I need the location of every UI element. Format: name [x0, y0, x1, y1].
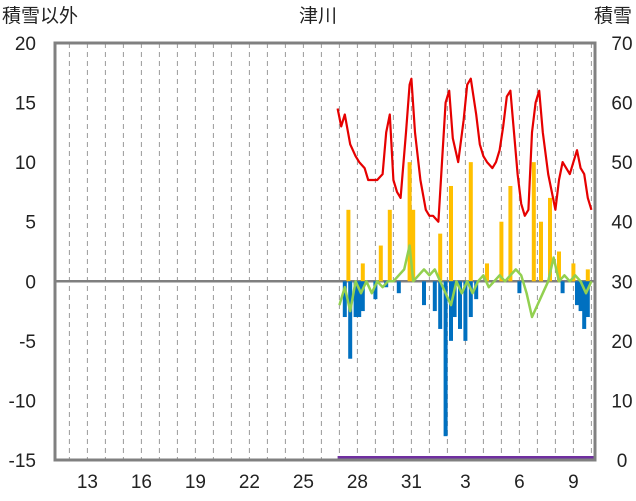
- right-tick-label: 50: [611, 153, 632, 174]
- bar: [422, 281, 426, 306]
- bar: [531, 162, 536, 282]
- bar: [353, 281, 358, 318]
- bar: [458, 281, 462, 329]
- left-tick-label: -5: [19, 332, 36, 353]
- bar: [485, 263, 489, 282]
- bar: [346, 209, 351, 282]
- left-axis-label: 積雪以外: [2, 5, 78, 27]
- right-tick-label: 10: [611, 391, 632, 412]
- bar: [432, 281, 437, 312]
- bar: [452, 281, 457, 318]
- right-tick-label: 0: [617, 451, 628, 472]
- x-ticks: 13 16 19 22 25 28 31 3 6 9: [77, 472, 579, 493]
- bar: [578, 281, 583, 312]
- bar: [360, 281, 365, 312]
- bar: [443, 281, 448, 437]
- x-tick-label: 28: [347, 472, 368, 493]
- right-tick-label: 40: [611, 213, 632, 234]
- x-tick-label: 25: [293, 472, 314, 493]
- bar: [548, 197, 552, 282]
- left-tick-label: 10: [15, 153, 36, 174]
- right-axis-label: 積雪: [594, 5, 632, 27]
- bar: [474, 281, 479, 300]
- bar: [378, 245, 383, 282]
- bar: [438, 233, 443, 282]
- bar: [571, 263, 576, 282]
- bar: [348, 281, 353, 359]
- bar: [575, 281, 579, 306]
- plot-frame: [53, 41, 597, 462]
- bars: [342, 162, 590, 437]
- x-tick-label: 13: [77, 472, 98, 493]
- x-tick-label: 31: [401, 472, 422, 493]
- right-tick-label: 60: [611, 94, 632, 115]
- bar: [468, 281, 473, 318]
- bar: [387, 209, 392, 282]
- bar: [449, 281, 453, 341]
- right-tick-label: 70: [611, 34, 632, 55]
- bar: [357, 281, 362, 318]
- x-tick-label: 16: [131, 472, 152, 493]
- left-tick-label: 5: [25, 213, 36, 234]
- bar: [517, 281, 522, 294]
- series-line-0: [336, 77, 593, 223]
- left-tick-label: 20: [15, 34, 36, 55]
- bar: [557, 251, 561, 282]
- bar: [360, 263, 365, 282]
- left-ticks: 20 15 10 5 0 -5 -10 -15: [9, 34, 36, 472]
- bar: [407, 162, 412, 282]
- x-tick-label: 22: [239, 472, 260, 493]
- left-tick-label: -10: [9, 391, 36, 412]
- bar: [582, 281, 587, 329]
- series-lines: [336, 77, 595, 460]
- x-tick-label: 9: [568, 472, 579, 493]
- series-line-3: [338, 244, 593, 319]
- right-tick-label: 20: [611, 332, 632, 353]
- bar: [508, 185, 513, 282]
- bar: [342, 281, 347, 318]
- left-tick-label: 0: [25, 272, 36, 293]
- bar: [585, 269, 590, 282]
- bar: [449, 185, 453, 282]
- bar: [539, 221, 543, 282]
- bar: [585, 281, 590, 318]
- grid: [55, 43, 595, 460]
- bar: [396, 281, 401, 294]
- bar: [499, 221, 504, 282]
- chart-title: 津川: [299, 5, 337, 27]
- x-tick-label: 19: [185, 472, 206, 493]
- bar: [468, 162, 473, 282]
- bar: [560, 281, 565, 294]
- x-tick-label: 6: [514, 472, 525, 493]
- bar: [463, 281, 468, 341]
- right-tick-label: 30: [611, 272, 632, 293]
- right-ticks: 70 60 50 40 30 20 10 0: [611, 34, 632, 472]
- bar: [411, 209, 416, 282]
- bar: [438, 281, 443, 329]
- x-tick-label: 3: [460, 472, 471, 493]
- bar: [373, 281, 378, 300]
- left-tick-label: 15: [15, 94, 36, 115]
- left-tick-label: -15: [9, 451, 36, 472]
